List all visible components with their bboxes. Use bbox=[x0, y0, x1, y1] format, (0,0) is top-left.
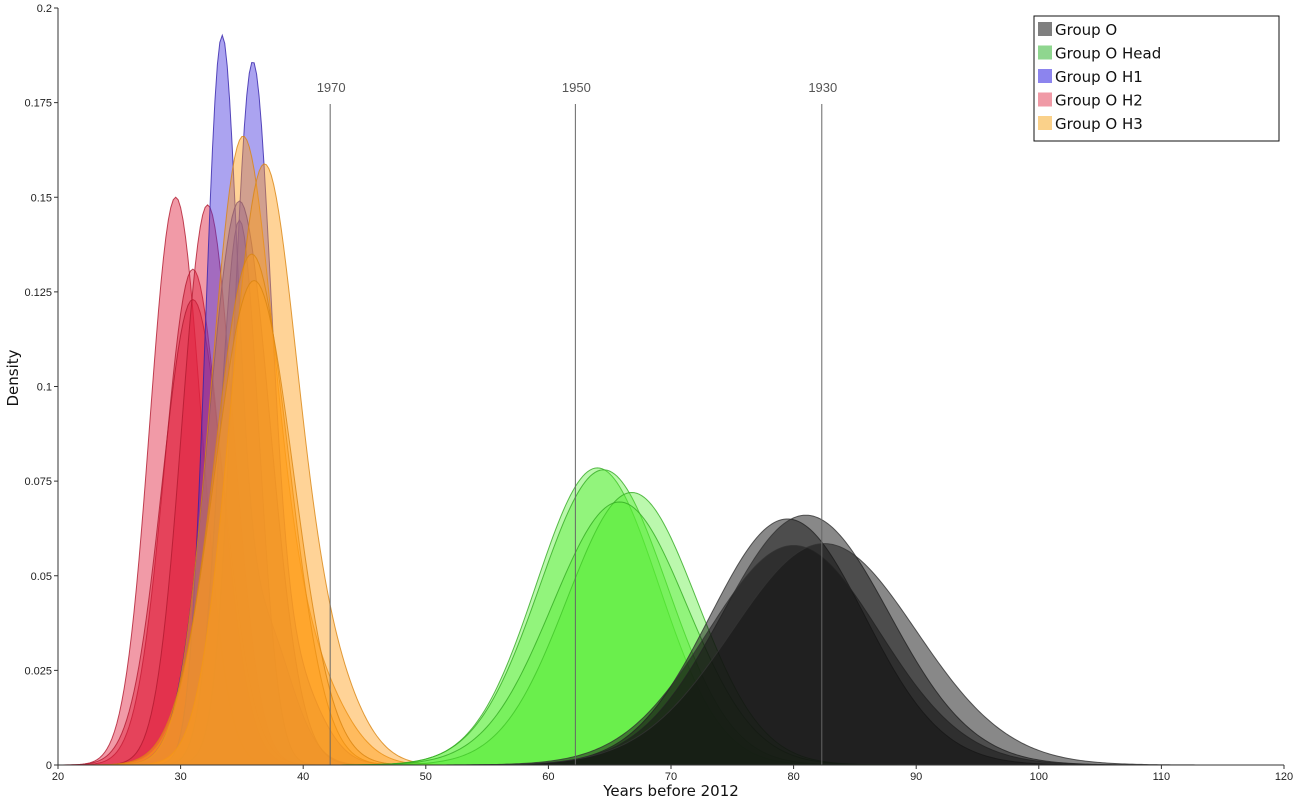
y-tick-label: 0.125 bbox=[24, 287, 52, 299]
y-tick-label: 0.075 bbox=[24, 476, 52, 488]
y-tick-label: 0.15 bbox=[31, 192, 52, 204]
x-tick-label: 30 bbox=[174, 771, 186, 783]
reference-line-label: 1950 bbox=[562, 80, 591, 95]
density-curves bbox=[57, 33, 1284, 766]
x-tick-label: 40 bbox=[297, 771, 309, 783]
y-tick-label: 0.175 bbox=[24, 98, 52, 110]
x-tick-label: 100 bbox=[1030, 771, 1048, 783]
reference-line-label: 1970 bbox=[317, 80, 346, 95]
x-tick-label: 110 bbox=[1153, 771, 1171, 783]
legend-swatch bbox=[1038, 22, 1052, 36]
x-tick-label: 90 bbox=[910, 771, 922, 783]
y-axis-title: Density bbox=[4, 349, 22, 406]
legend-swatch bbox=[1038, 116, 1052, 130]
legend-box bbox=[1033, 15, 1280, 142]
y-tick-label: 0.05 bbox=[31, 571, 52, 583]
legend-swatch bbox=[1038, 69, 1052, 83]
x-tick-label: 70 bbox=[665, 771, 677, 783]
y-tick-label: 0.2 bbox=[37, 3, 52, 15]
reference-line-label: 1930 bbox=[808, 80, 837, 95]
legend-swatch bbox=[1038, 45, 1052, 60]
y-tick-label: 0.025 bbox=[24, 665, 52, 677]
x-tick-label: 120 bbox=[1275, 771, 1293, 783]
legend-label: Group O bbox=[1055, 21, 1117, 39]
y-axis-ticks: 0 0.025 0.05 0.075 0.1 0.125 0.15 0.175 0.2 bbox=[24, 3, 58, 772]
x-axis-title: Years before 2012 bbox=[602, 782, 739, 800]
x-tick-label: 60 bbox=[542, 771, 554, 783]
legend-label: Group O H1 bbox=[1055, 68, 1143, 86]
y-tick-label: 0 bbox=[46, 760, 52, 772]
legend: Group O Group O Head Group O H1 Group O H2 G… bbox=[1033, 15, 1280, 142]
reference-lines: 1970 1950 1930 bbox=[317, 80, 837, 765]
legend-label: Group O H3 bbox=[1055, 115, 1143, 133]
axes: 20 30 40 50 60 70 80 90 100 110 120 0 0.025 0.05 0.07… bbox=[4, 3, 1293, 800]
x-tick-label: 80 bbox=[787, 771, 799, 783]
legend-swatch bbox=[1038, 92, 1052, 107]
x-tick-label: 20 bbox=[52, 771, 64, 783]
x-axis-ticks: 20 30 40 50 60 70 80 90 100 110 120 bbox=[52, 765, 1293, 783]
legend-label: Group O Head bbox=[1055, 45, 1161, 63]
x-tick-label: 50 bbox=[420, 771, 432, 783]
y-tick-label: 0.1 bbox=[37, 382, 52, 394]
legend-label: Group O H2 bbox=[1055, 92, 1143, 110]
